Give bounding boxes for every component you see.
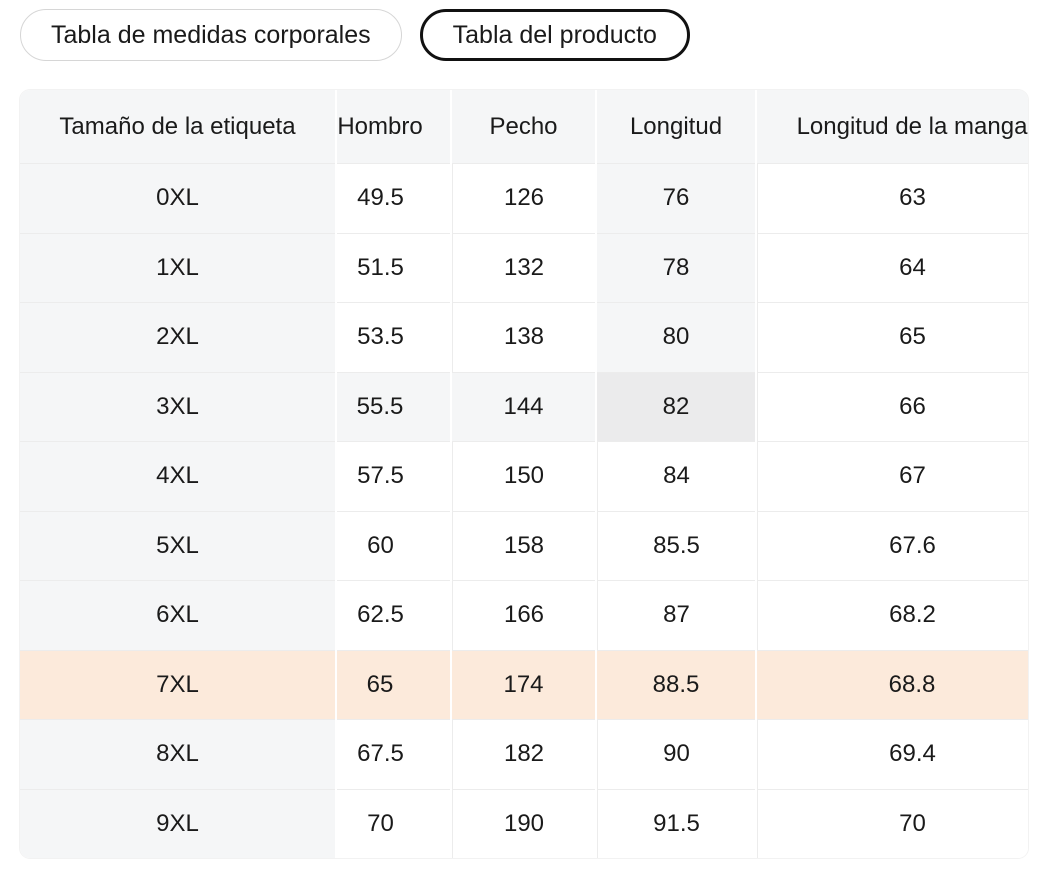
column-longitud: Longitud 76 78 80 82 84 85.5 87 88.5 90 91.5 xyxy=(597,90,755,858)
cell-6XL-4[interactable]: 68.2 xyxy=(757,580,1028,650)
size-table-scroll-columns: Hombro 49.5 51.5 53.5 55.5 57.5 60 62.5 65 67.5 70… xyxy=(310,90,1028,858)
cell-9XL-4[interactable]: 70 xyxy=(757,788,1028,858)
cell-6XL-3[interactable]: 87 xyxy=(597,580,755,650)
cell-2XL-2[interactable]: 138 xyxy=(452,302,595,372)
cell-8XL-4[interactable]: 69.4 xyxy=(757,719,1028,789)
column-longitud-de-la-manga: Longitud de la manga 63 64 65 66 67 67.6 68.2 68… xyxy=(757,90,1028,858)
cell-1XL-2[interactable]: 132 xyxy=(452,232,595,302)
header-cell-4: Longitud de la manga xyxy=(757,90,1028,163)
cell-9XL-3[interactable]: 91.5 xyxy=(597,788,755,858)
cell-6XL-2[interactable]: 166 xyxy=(452,580,595,650)
header-cell-3: Longitud xyxy=(597,90,755,163)
cell-3XL-2[interactable]: 144 xyxy=(452,371,595,441)
size-table-scroll-area[interactable]: Hombro 49.5 51.5 53.5 55.5 57.5 60 62.5 65 67.5 70… xyxy=(20,90,1028,858)
cell-5XL-4[interactable]: 67.6 xyxy=(757,510,1028,580)
row-label-4XL[interactable]: 4XL xyxy=(20,441,335,511)
header-cell-size-label: Tamaño de la etiqueta xyxy=(20,90,335,163)
cell-7XL-2[interactable]: 174 xyxy=(452,649,595,719)
cell-0XL-4[interactable]: 63 xyxy=(757,163,1028,233)
cell-7XL-3[interactable]: 88.5 xyxy=(597,649,755,719)
row-label-5XL[interactable]: 5XL xyxy=(20,510,335,580)
cell-9XL-2[interactable]: 190 xyxy=(452,788,595,858)
tab-body-measurements[interactable]: Tabla de medidas corporales xyxy=(20,9,402,61)
cell-0XL-3[interactable]: 76 xyxy=(597,163,755,233)
row-label-9XL[interactable]: 9XL xyxy=(20,788,335,858)
tab-product-table[interactable]: Tabla del producto xyxy=(419,9,690,61)
column-pecho: Pecho 126 132 138 144 150 158 166 174 182 190 xyxy=(452,90,595,858)
header-cell-2: Pecho xyxy=(452,90,595,163)
size-table-tabs: Tabla de medidas corporales Tabla del pr… xyxy=(0,0,1046,61)
cell-3XL-4[interactable]: 66 xyxy=(757,371,1028,441)
cell-8XL-3[interactable]: 90 xyxy=(597,719,755,789)
cell-7XL-4[interactable]: 68.8 xyxy=(757,649,1028,719)
row-label-0XL[interactable]: 0XL xyxy=(20,163,335,233)
cell-4XL-4[interactable]: 67 xyxy=(757,441,1028,511)
row-label-2XL[interactable]: 2XL xyxy=(20,302,335,372)
cell-2XL-3[interactable]: 80 xyxy=(597,302,755,372)
row-label-6XL[interactable]: 6XL xyxy=(20,580,335,650)
cell-0XL-2[interactable]: 126 xyxy=(452,163,595,233)
cell-8XL-2[interactable]: 182 xyxy=(452,719,595,789)
cell-5XL-3[interactable]: 85.5 xyxy=(597,510,755,580)
row-label-1XL[interactable]: 1XL xyxy=(20,232,335,302)
cell-4XL-2[interactable]: 150 xyxy=(452,441,595,511)
cell-2XL-4[interactable]: 65 xyxy=(757,302,1028,372)
cell-1XL-4[interactable]: 64 xyxy=(757,232,1028,302)
row-label-7XL[interactable]: 7XL xyxy=(20,649,335,719)
row-label-3XL[interactable]: 3XL xyxy=(20,371,335,441)
cell-3XL-3[interactable]: 82 xyxy=(597,371,755,441)
size-label-column: Tamaño de la etiqueta 0XL 1XL 2XL 3XL 4XL 5XL 6… xyxy=(20,90,337,858)
cell-1XL-3[interactable]: 78 xyxy=(597,232,755,302)
row-label-8XL[interactable]: 8XL xyxy=(20,719,335,789)
cell-4XL-3[interactable]: 84 xyxy=(597,441,755,511)
cell-5XL-2[interactable]: 158 xyxy=(452,510,595,580)
